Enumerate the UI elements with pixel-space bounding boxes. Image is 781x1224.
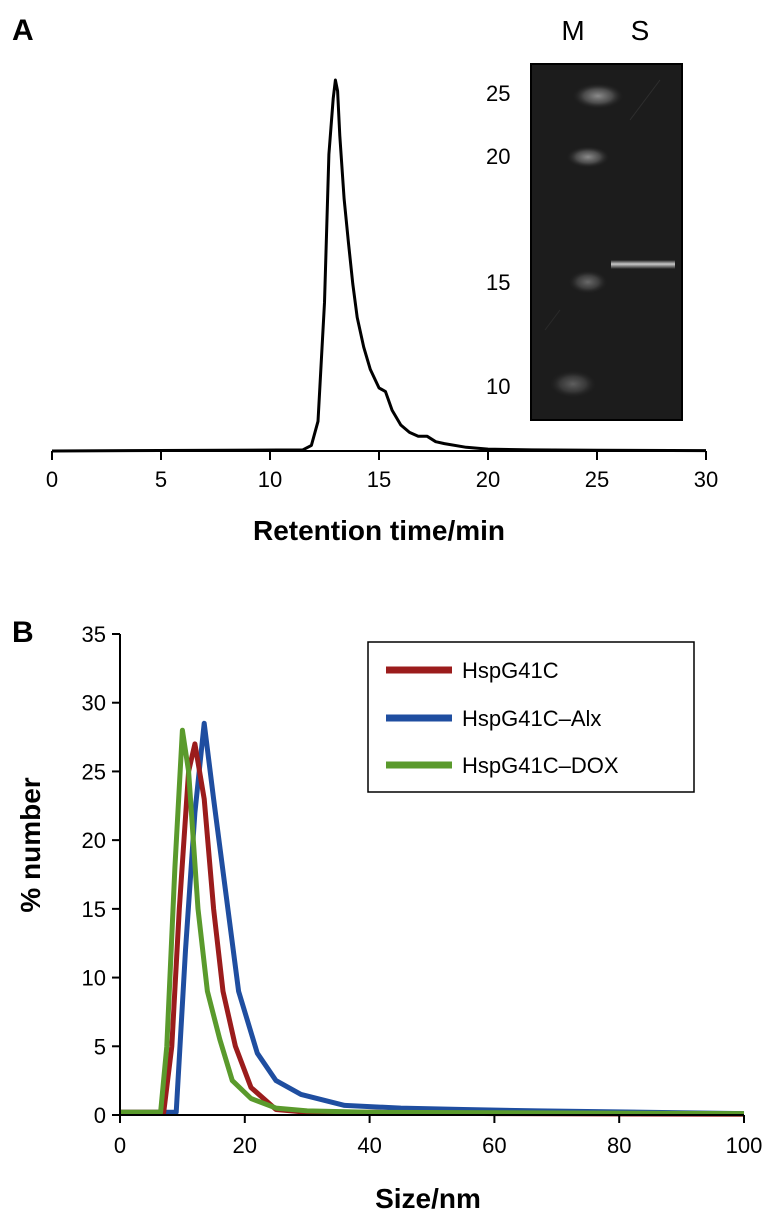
gel-marker-label-10: 10 <box>486 374 510 399</box>
gel-band-marker-25 <box>572 83 624 109</box>
panel-b-plot <box>120 720 745 1117</box>
legend-label-hspg41c: HspG41C <box>462 658 559 683</box>
gel-image <box>530 63 683 421</box>
y-tick-label: 35 <box>82 622 106 647</box>
panel-b: B 0 5 10 15 20 25 30 35 0 20 40 60 80 100 Size/nm % … <box>12 616 762 1214</box>
y-tick-label: 25 <box>82 759 106 784</box>
x-tick-label: 80 <box>607 1133 631 1158</box>
gel-band-sample <box>611 260 675 269</box>
legend-label-hspg41c-alx: HspG41C–Alx <box>462 706 601 731</box>
y-tick-label: 20 <box>82 828 106 853</box>
y-tick-label: 15 <box>82 897 106 922</box>
gel-lane-label-m: M <box>561 15 584 46</box>
y-tick-label: 5 <box>94 1034 106 1059</box>
gel-marker-label-20: 20 <box>486 144 510 169</box>
chromatogram-trace <box>51 78 707 453</box>
gel-lane-label-s: S <box>631 15 650 46</box>
panel-a-x-axis-title: Retention time/min <box>253 515 505 546</box>
panel-b-x-ticks: 0 20 40 60 80 100 <box>114 1115 762 1158</box>
panel-b-y-ticks: 0 5 10 15 20 25 30 35 <box>82 622 120 1128</box>
panel-b-y-axis-title: % number <box>15 777 46 912</box>
gel-band-marker-15 <box>568 270 608 294</box>
series-line-hspg41c-alx <box>120 720 745 1117</box>
x-tick-label: 30 <box>694 467 718 492</box>
panel-a-plot <box>51 78 707 453</box>
x-tick-label: 20 <box>233 1133 257 1158</box>
x-tick-label: 10 <box>258 467 282 492</box>
x-tick-label: 0 <box>114 1133 126 1158</box>
x-tick-label: 100 <box>726 1133 763 1158</box>
x-tick-label: 20 <box>476 467 500 492</box>
panel-a: A 0 5 10 15 20 25 30 Retention time/min M S 25… <box>12 14 718 546</box>
series-line-hspg41c-dox <box>120 727 745 1117</box>
gel-band-marker-10 <box>549 370 597 398</box>
panel-b-x-axis-title: Size/nm <box>375 1183 481 1214</box>
panel-b-legend: HspG41C HspG41C–Alx HspG41C–DOX <box>367 641 695 793</box>
panel-a-letter: A <box>12 14 34 47</box>
x-tick-label: 0 <box>46 467 58 492</box>
gel-inset: M S 25 20 15 10 <box>486 15 683 421</box>
gel-marker-label-25: 25 <box>486 81 510 106</box>
x-tick-label: 40 <box>357 1133 381 1158</box>
panel-b-letter: B <box>12 616 34 649</box>
y-tick-label: 30 <box>82 691 106 716</box>
gel-scratch <box>629 79 661 121</box>
x-tick-label: 15 <box>367 467 391 492</box>
legend-label-hspg41c-dox: HspG41C–DOX <box>462 753 619 778</box>
panel-a-x-ticks: 0 5 10 15 20 25 30 <box>46 451 718 492</box>
y-tick-label: 10 <box>82 966 106 991</box>
gel-scratch <box>544 309 561 331</box>
y-tick-label: 0 <box>94 1103 106 1128</box>
gel-marker-label-15: 15 <box>486 270 510 295</box>
gel-band-marker-20 <box>566 146 610 168</box>
x-tick-label: 5 <box>155 467 167 492</box>
x-tick-label: 60 <box>482 1133 506 1158</box>
x-tick-label: 25 <box>585 467 609 492</box>
